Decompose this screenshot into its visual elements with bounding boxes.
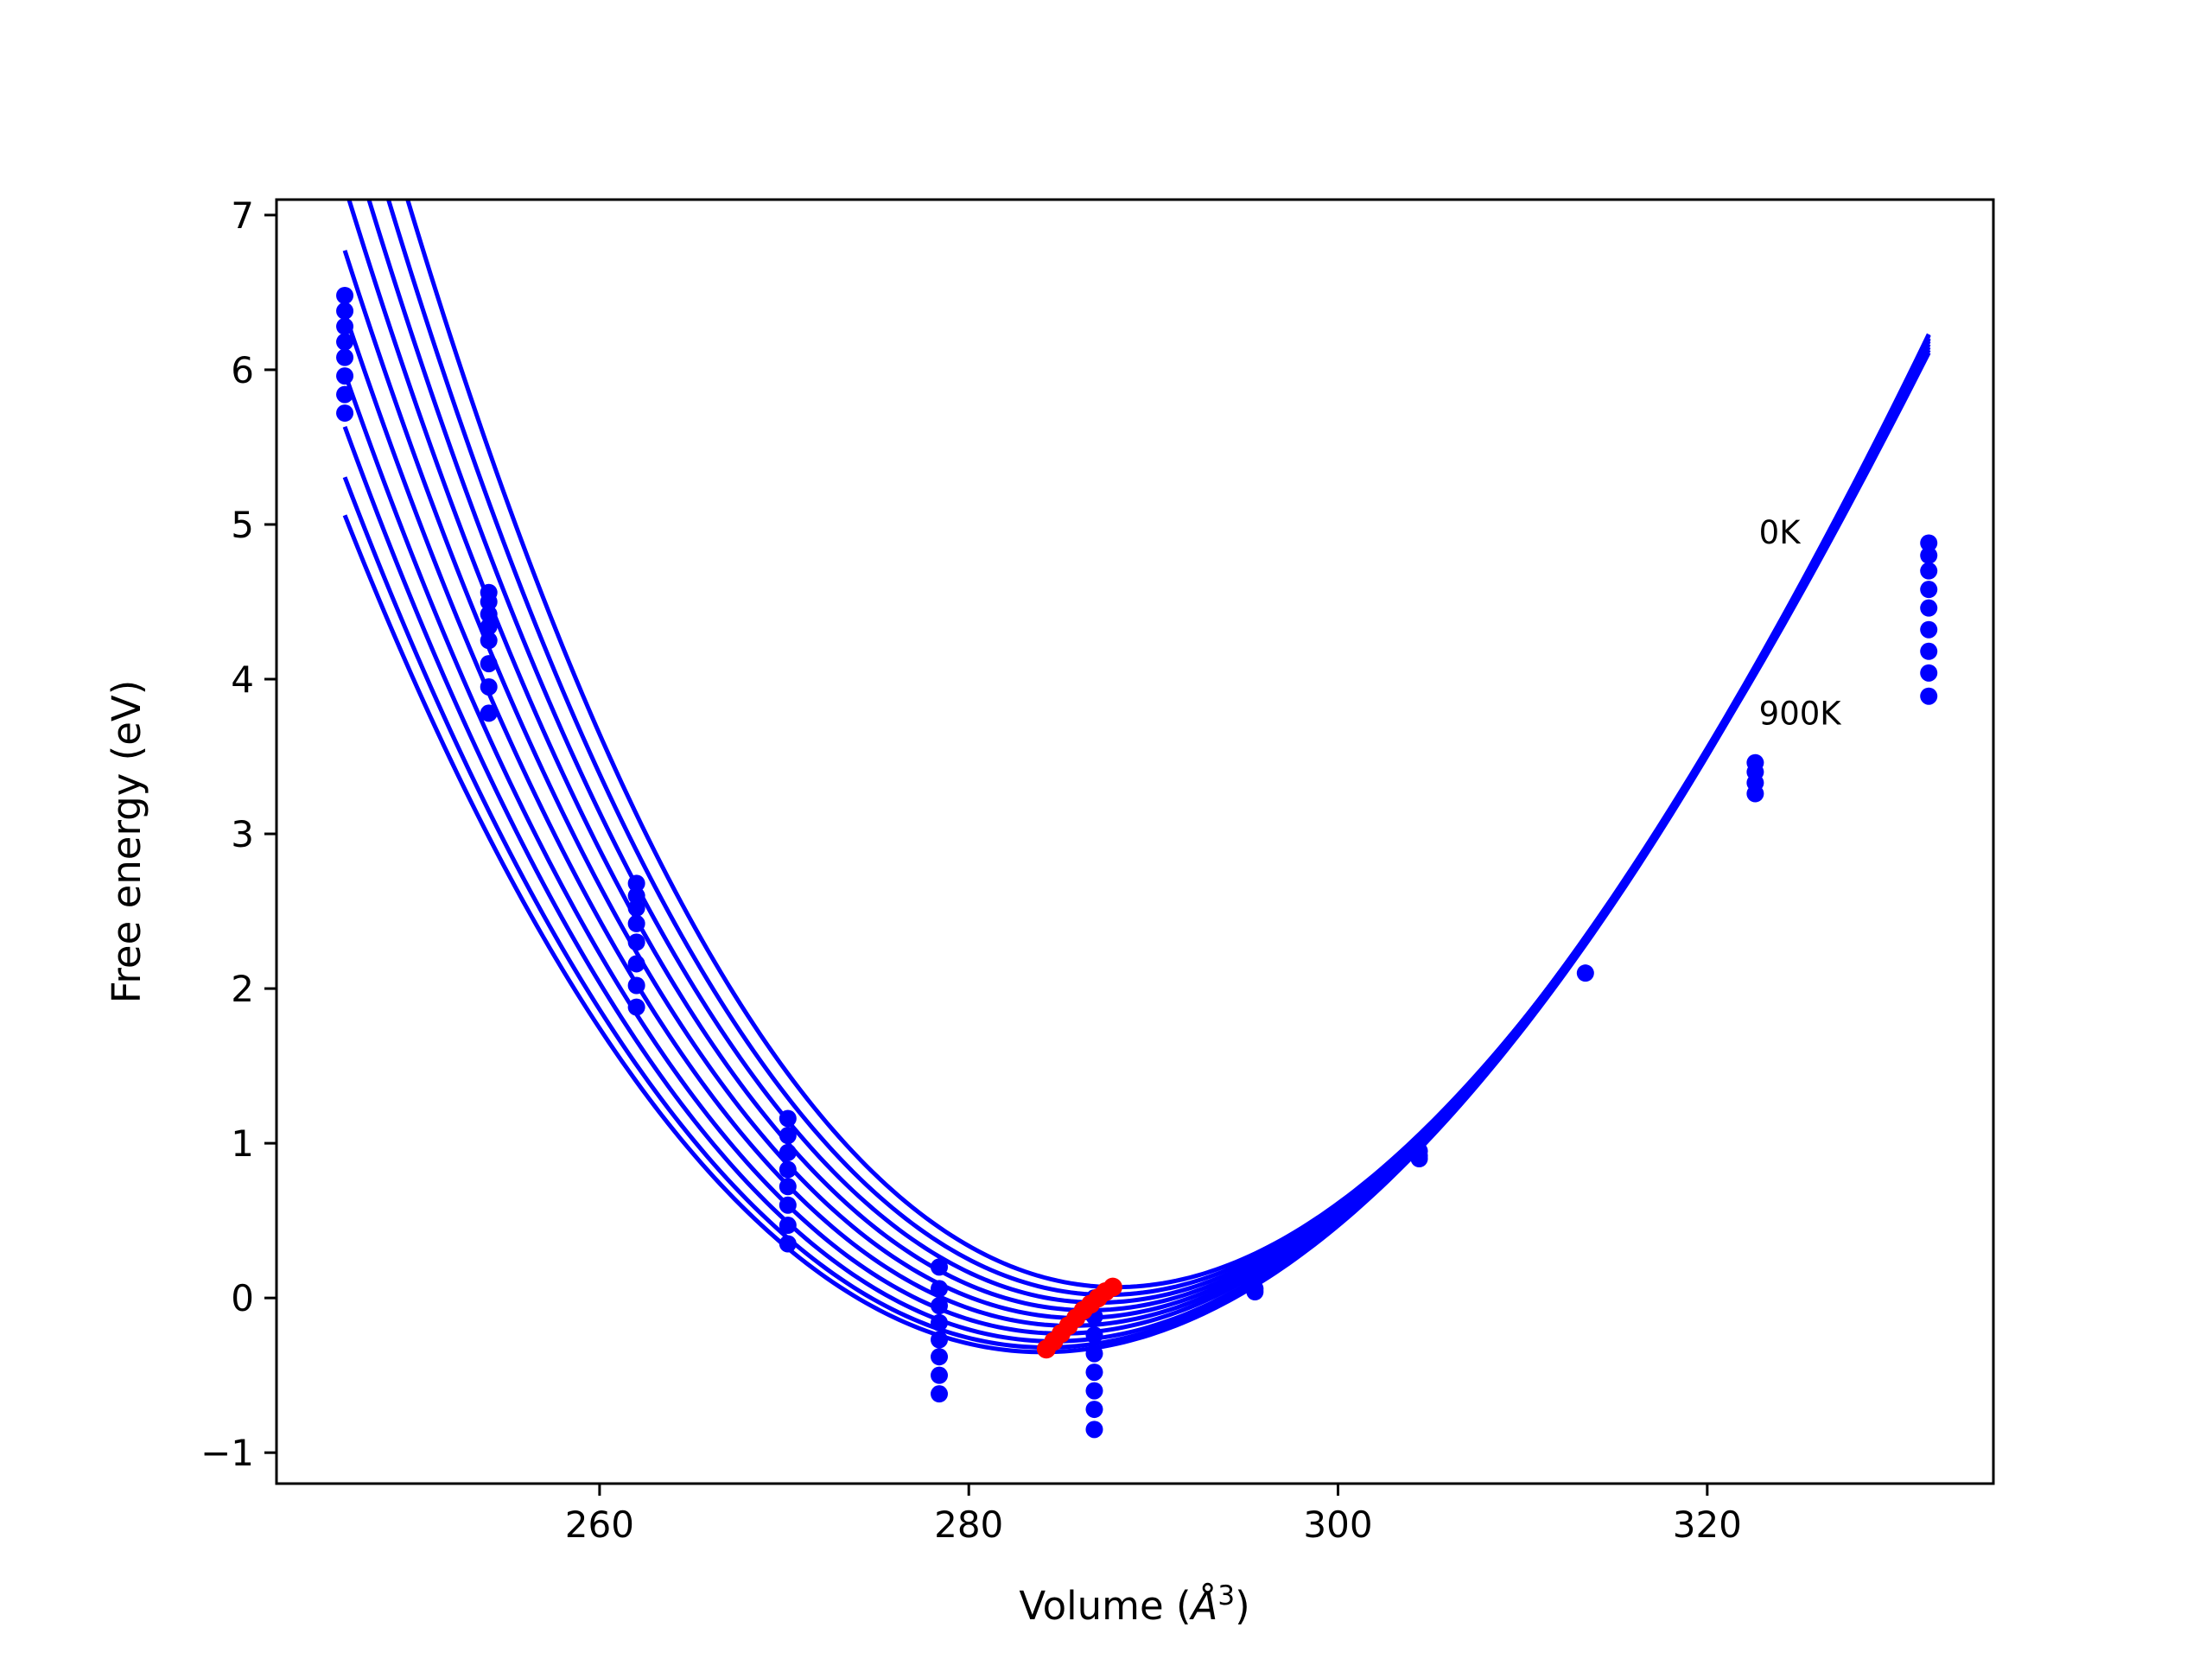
x-tick-label-1: 280 (934, 1503, 1003, 1546)
data-point-10-1 (1920, 546, 1938, 564)
x-axis-label: Volume (Å3) (1019, 1580, 1249, 1629)
y-tick-label-6: 5 (231, 504, 254, 546)
data-point-10-2 (1920, 562, 1938, 580)
data-point-2-2 (627, 899, 645, 917)
x-tick-label-3: 320 (1673, 1503, 1742, 1546)
data-point-10-4 (1920, 599, 1938, 617)
data-point-1-2 (480, 605, 498, 623)
x-axis-label-symbol: Å (1189, 1583, 1218, 1629)
data-point-0-1 (336, 302, 354, 320)
y-tick-label-8: 7 (231, 194, 254, 237)
y-tick-label-4: 3 (231, 813, 254, 855)
data-point-4-4 (931, 1331, 949, 1349)
data-point-10-7 (1920, 664, 1938, 682)
data-point-1-3 (480, 618, 498, 636)
data-point-10-8 (1920, 687, 1938, 705)
data-point-2-5 (627, 955, 645, 973)
data-point-4-2 (931, 1297, 949, 1315)
data-point-3-2 (779, 1143, 797, 1161)
data-point-4-6 (931, 1366, 949, 1384)
data-point-1-5 (480, 655, 498, 673)
data-point-1-4 (480, 632, 498, 650)
y-tick-label-5: 4 (231, 658, 254, 701)
x-tick-label-0: 260 (565, 1503, 634, 1546)
data-point-1-1 (480, 593, 498, 611)
data-point-10-5 (1920, 620, 1938, 639)
data-point-3-0 (779, 1109, 797, 1128)
data-point-0-5 (336, 367, 354, 385)
x-axis-label-exponent: 3 (1217, 1580, 1235, 1611)
data-point-5-3 (1085, 1344, 1103, 1363)
data-point-3-1 (779, 1127, 797, 1145)
data-point-5-2 (1085, 1326, 1103, 1344)
data-point-2-3 (627, 914, 645, 932)
annotation-1: 900K (1759, 695, 1843, 732)
data-point-0-0 (336, 287, 354, 305)
data-point-2-4 (627, 933, 645, 951)
y-tick-label-0: −1 (200, 1432, 254, 1474)
fit-curve-9 (342, 338, 1931, 1355)
data-point-4-7 (931, 1385, 949, 1403)
x-axis-label-text: Volume ( (1019, 1583, 1191, 1629)
data-point-10-6 (1920, 642, 1938, 660)
data-point-3-5 (779, 1196, 797, 1214)
data-point-4-0 (931, 1258, 949, 1276)
equilibrium-point-9 (1103, 1277, 1122, 1297)
fit-curves-group (342, 200, 1931, 1355)
data-point-2-0 (627, 874, 645, 893)
data-point-3-4 (779, 1178, 797, 1196)
data-point-9-3 (1746, 785, 1764, 803)
data-point-2-6 (627, 976, 645, 995)
data-point-3-7 (779, 1235, 797, 1253)
data-point-4-3 (931, 1313, 949, 1332)
data-point-0-4 (336, 348, 354, 366)
data-point-0-2 (336, 317, 354, 335)
x-axis-ticks: 260 280 300 320 (565, 1484, 1742, 1546)
annotations-group: 0K 900K (1759, 514, 1843, 732)
data-points-group (336, 287, 1938, 1439)
data-point-3-6 (779, 1217, 797, 1235)
data-point-2-1 (627, 887, 645, 905)
data-point-10-3 (1920, 581, 1938, 599)
data-point-4-5 (931, 1348, 949, 1366)
y-tick-label-1: 0 (231, 1277, 254, 1319)
data-point-5-7 (1085, 1421, 1103, 1439)
data-point-5-4 (1085, 1363, 1103, 1382)
data-point-2-7 (627, 998, 645, 1016)
y-tick-label-7: 6 (231, 349, 254, 391)
y-axis-label: Free energy (eV) (104, 680, 149, 1003)
data-point-7-2 (1410, 1150, 1428, 1168)
data-point-10-0 (1920, 534, 1938, 552)
data-point-0-7 (336, 404, 354, 423)
fit-curve-8 (342, 333, 1931, 1350)
y-tick-label-3: 2 (231, 968, 254, 1010)
data-point-8-0 (1576, 964, 1594, 982)
data-point-6-1 (1246, 1282, 1264, 1300)
equilibrium-points-group (1036, 1277, 1122, 1359)
y-axis-ticks: −1 0 1 2 3 4 5 6 7 (200, 194, 276, 1474)
data-point-5-5 (1085, 1382, 1103, 1400)
data-point-4-1 (931, 1280, 949, 1298)
data-point-0-3 (336, 333, 354, 351)
data-point-0-6 (336, 385, 354, 404)
data-point-1-7 (480, 704, 498, 722)
data-point-5-6 (1085, 1401, 1103, 1419)
data-point-3-3 (779, 1160, 797, 1179)
y-tick-label-2: 1 (231, 1122, 254, 1165)
plot-frame (275, 198, 1995, 1485)
annotation-0: 0K (1759, 514, 1802, 551)
x-axis-label-close: ) (1235, 1583, 1250, 1629)
data-point-1-6 (480, 677, 498, 696)
x-tick-label-2: 300 (1303, 1503, 1372, 1546)
